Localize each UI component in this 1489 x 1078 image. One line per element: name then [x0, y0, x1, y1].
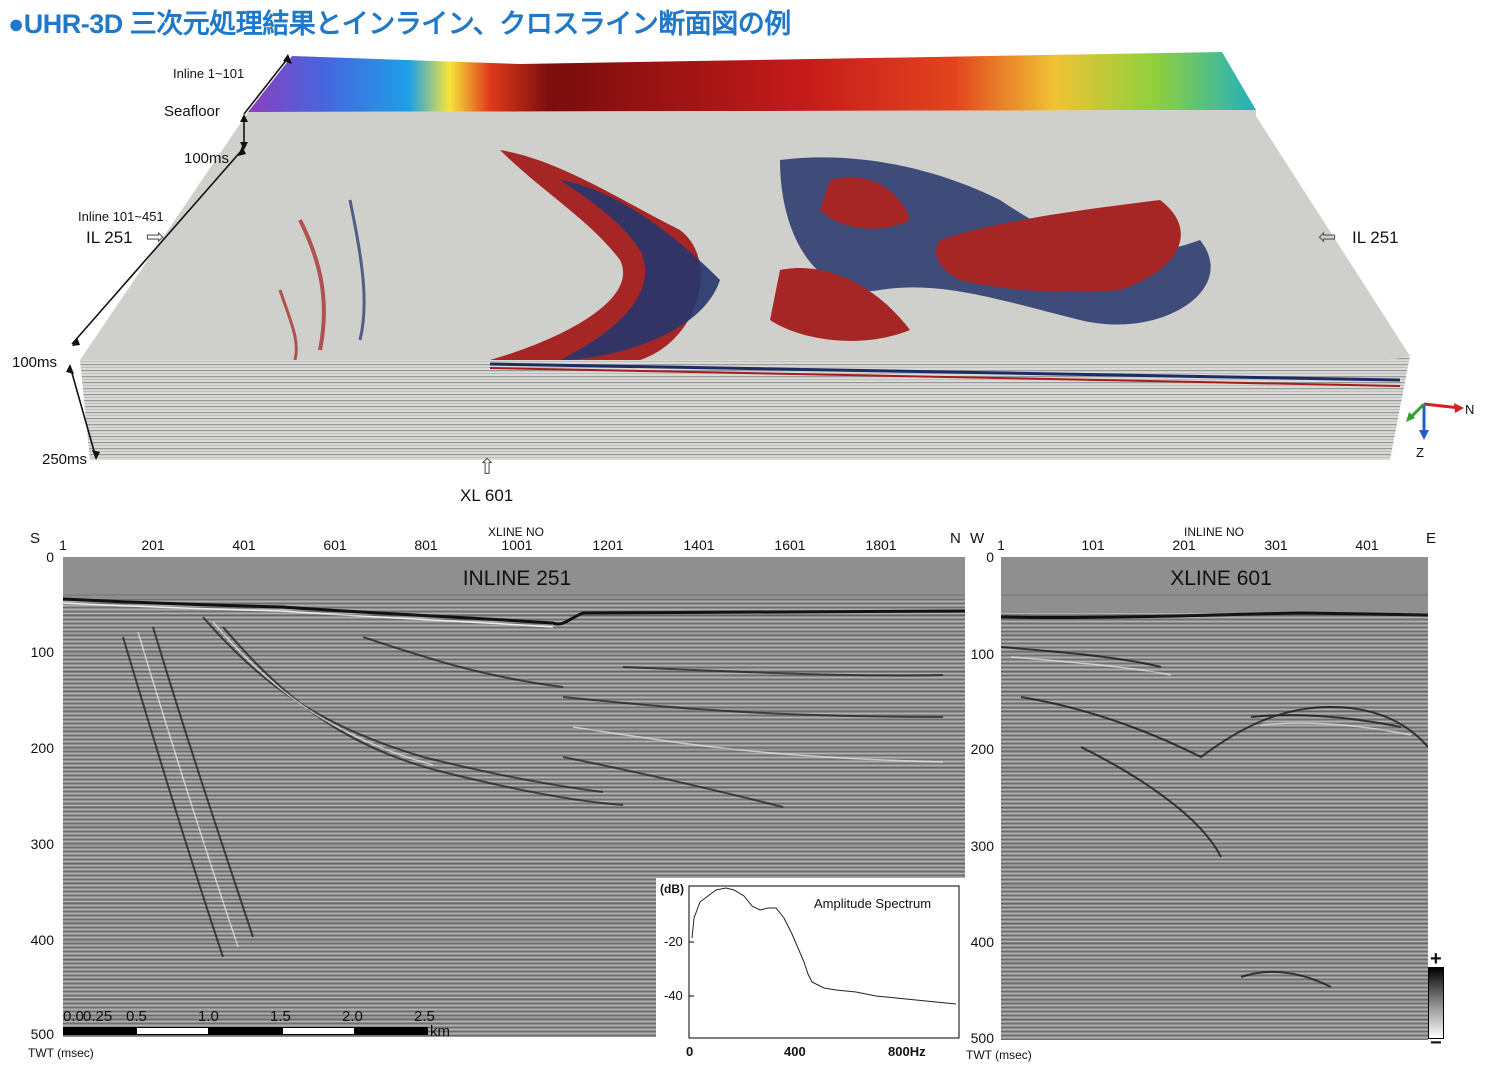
twt-tick: 300	[30, 836, 54, 852]
seismic-cube-3d: Inline 1~101 Seafloor 100ms Inline 101~4…	[0, 40, 1489, 510]
twt-tick: 400	[30, 932, 54, 948]
twt-tick: 200	[30, 740, 54, 756]
axis-z-label: Z	[1416, 445, 1424, 460]
xline-axis-title: XLINE NO	[488, 525, 545, 539]
twt-axis-label: TWT (msec)	[28, 1046, 94, 1060]
spectrum-y-unit: (dB)	[660, 882, 684, 896]
axis-n-label: N	[1465, 402, 1475, 417]
scale-tick: 2.0	[342, 1008, 363, 1025]
twt-tick: 500	[30, 1026, 54, 1042]
xline-tick: 1401	[683, 537, 715, 553]
label-inline-range: Inline 101~451	[78, 209, 164, 224]
arrow-up-icon: ⇧	[478, 454, 497, 479]
scale-bar	[63, 1027, 433, 1037]
label-250ms: 250ms	[42, 451, 88, 468]
amplitude-spectrum-inset: (dB) Amplitude Spectrum -20 -40 0 400 80…	[656, 878, 966, 1073]
spectrum-x-tick: 400	[784, 1044, 806, 1059]
xline-tick: 1201	[592, 537, 624, 553]
xline-tick: 1	[59, 537, 67, 553]
scale-tick: 0.25	[83, 1008, 113, 1025]
spectrum-x-tick: 0	[686, 1044, 694, 1059]
dir-w-label: W	[970, 530, 985, 547]
inline-tick: 201	[1172, 537, 1196, 553]
xline-tick: 801	[414, 537, 438, 553]
label-inline-top: Inline 1~101	[173, 66, 245, 81]
spectrum-y-tick: -20	[664, 934, 683, 949]
dir-s-label: S	[30, 530, 41, 547]
twt-tick: 400	[970, 934, 994, 950]
xline-tick: 401	[232, 537, 256, 553]
inline-panel-title: INLINE 251	[462, 567, 572, 590]
twt-tick: 100	[970, 646, 994, 662]
xline-tick: 201	[141, 537, 165, 553]
dir-n-label: N	[950, 530, 961, 547]
inline-tick: 101	[1081, 537, 1105, 553]
spectrum-title: Amplitude Spectrum	[814, 896, 932, 911]
twt-axis-label: TWT (msec)	[966, 1048, 1032, 1062]
twt-tick: 0	[46, 549, 54, 565]
twt-tick: 100	[30, 644, 54, 660]
label-xl601: XL 601	[460, 486, 514, 505]
label-100ms-top: 100ms	[184, 150, 230, 167]
xline-panel-title: XLINE 601	[1170, 567, 1272, 590]
twt-tick: 300	[970, 838, 994, 854]
twt-tick: 200	[970, 741, 994, 757]
amplitude-colorbar	[1428, 967, 1444, 1039]
arrow-left-icon: ⇦	[1318, 224, 1337, 249]
colorbar-minus-label: −	[1430, 1032, 1442, 1054]
spectrum-x-tick: 800Hz	[888, 1044, 926, 1059]
xline-tick: 1601	[774, 537, 806, 553]
seafloor-surface	[248, 52, 1256, 112]
twt-tick: 500	[970, 1030, 994, 1046]
colorbar-plus-label: +	[1430, 948, 1442, 970]
xline-tick: 601	[323, 537, 347, 553]
dir-e-label: E	[1426, 530, 1437, 547]
arrow-right-icon: ⇨	[146, 224, 165, 249]
xline-tick: 1801	[865, 537, 897, 553]
twt-tick: 0	[986, 549, 994, 565]
label-il251-left: IL 251	[86, 228, 133, 247]
label-100ms-left: 100ms	[12, 354, 58, 371]
label-seafloor: Seafloor	[164, 103, 220, 120]
spectrum-y-tick: -40	[664, 988, 683, 1003]
inline-axis-title: INLINE NO	[1184, 525, 1245, 539]
scale-tick: 0.0	[63, 1008, 84, 1025]
xline-section: INLINE NO W E 1 101 201 301 401 0 100 20…	[960, 520, 1489, 1073]
cube-graphic	[66, 52, 1464, 460]
scale-unit: km	[430, 1023, 450, 1040]
page-title: ●UHR-3D 三次元処理結果とインライン、クロスライン断面図の例	[8, 9, 791, 39]
label-il251-right: IL 251	[1352, 228, 1399, 247]
inline-tick: 301	[1264, 537, 1288, 553]
scale-tick: 1.5	[270, 1008, 291, 1025]
xline-tick: 1001	[501, 537, 533, 553]
inline-section: XLINE NO S N 1 201 401 601 801 1001 1201…	[0, 520, 970, 1073]
scale-tick: 1.0	[198, 1008, 219, 1025]
scale-tick: 0.5	[126, 1008, 147, 1025]
inline-tick: 1	[997, 537, 1005, 553]
scale-tick: 2.5	[414, 1008, 435, 1025]
inline-tick: 401	[1355, 537, 1379, 553]
xline-seismic-panel	[1001, 557, 1428, 1040]
